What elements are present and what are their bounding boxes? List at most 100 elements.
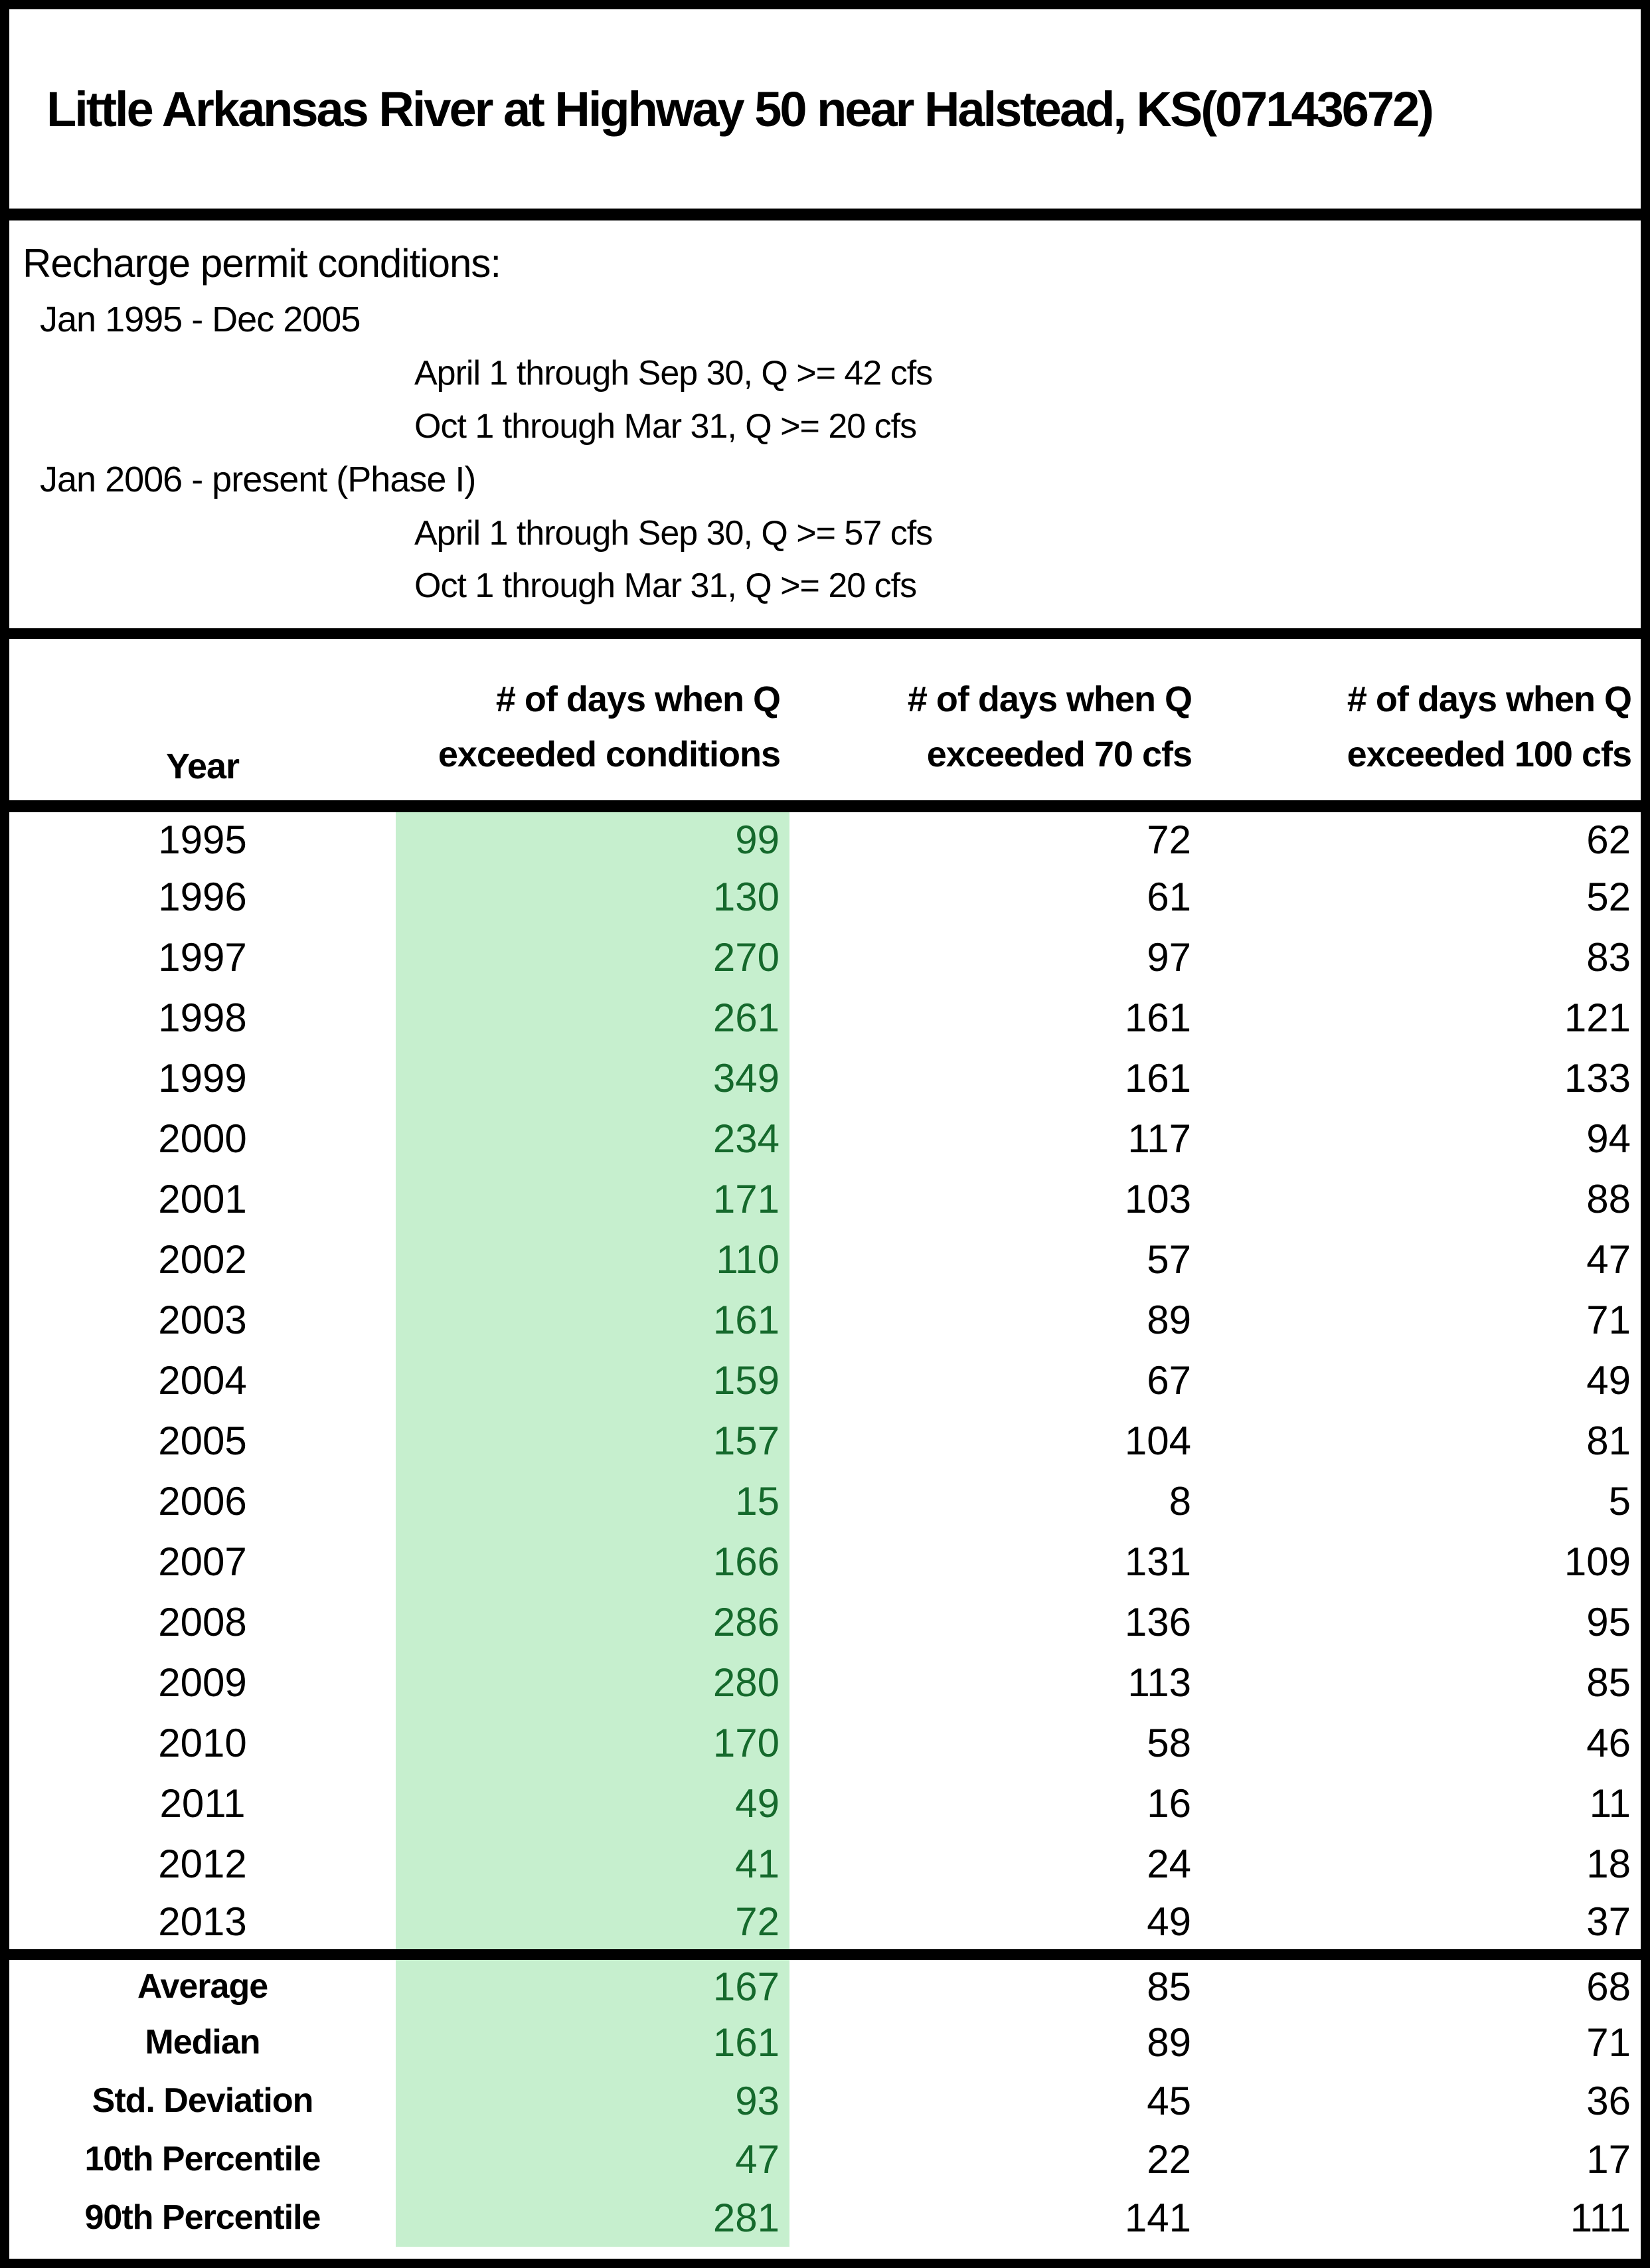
year-cell: 2006 xyxy=(158,1479,247,1524)
days-exceeded-100cfs-cell: 83 xyxy=(1586,935,1631,980)
summary-row: Std. Deviation 93 45 36 xyxy=(9,2071,1641,2130)
days-exceeded-100cfs-cell: 46 xyxy=(1586,1721,1631,1765)
days-exceeded-conditions-cell: 41 xyxy=(396,1834,789,1894)
days-exceeded-conditions-cell: 47 xyxy=(396,2130,789,2188)
year-cell: 2007 xyxy=(158,1539,247,1584)
days-exceeded-100cfs-cell: 111 xyxy=(1570,2195,1631,2240)
days-exceeded-100cfs-cell: 17 xyxy=(1586,2137,1631,2182)
summary-label-cell: 90th Percentile xyxy=(84,2198,321,2237)
summary-label-cell: Std. Deviation xyxy=(92,2081,314,2120)
days-exceeded-100cfs-cell: 133 xyxy=(1564,1056,1631,1100)
days-exceeded-70cfs-cell: 72 xyxy=(1147,817,1191,862)
days-exceeded-100cfs-cell: 71 xyxy=(1586,2020,1631,2065)
days-exceeded-70cfs-cell: 161 xyxy=(1124,996,1191,1040)
days-exceeded-70cfs-cell: 141 xyxy=(1124,2195,1191,2240)
days-exceeded-70cfs-cell: 113 xyxy=(1127,1660,1191,1705)
days-exceeded-100cfs-cell: 121 xyxy=(1564,996,1631,1040)
table-row: 2003 161 89 71 xyxy=(9,1290,1641,1350)
year-cell: 1995 xyxy=(158,817,247,862)
permit-period-label: Jan 2006 - present (Phase I) xyxy=(40,460,476,500)
days-exceeded-70cfs-cell: 97 xyxy=(1147,935,1191,980)
permit-conditions-section: Recharge permit conditions: Jan 1995 - D… xyxy=(9,220,1641,639)
table-row: 1995 99 72 62 xyxy=(9,806,1641,867)
permit-condition: Oct 1 through Mar 31, Q >= 20 cfs xyxy=(414,406,917,446)
days-exceeded-conditions-cell: 99 xyxy=(396,806,789,867)
table-row: 2002 110 57 47 xyxy=(9,1229,1641,1290)
table-row: 1998 261 161 121 xyxy=(9,988,1641,1048)
days-exceeded-70cfs-cell: 8 xyxy=(1169,1479,1191,1524)
days-exceeded-100cfs-cell: 81 xyxy=(1586,1419,1631,1463)
permit-heading: Recharge permit conditions: xyxy=(23,240,501,286)
year-cell: 2005 xyxy=(158,1419,247,1463)
table-row: 2007 166 131 109 xyxy=(9,1531,1641,1592)
table-row: 2008 286 136 95 xyxy=(9,1592,1641,1652)
days-exceeded-conditions-cell: 280 xyxy=(396,1652,789,1713)
days-exceeded-70cfs-cell: 85 xyxy=(1147,1964,1191,2009)
days-exceeded-70cfs-cell: 89 xyxy=(1147,2020,1191,2065)
year-cell: 1998 xyxy=(158,996,247,1040)
year-cell: 1997 xyxy=(158,935,247,980)
days-exceeded-70cfs-cell: 16 xyxy=(1147,1781,1191,1826)
title-box: Little Arkansas River at Highway 50 near… xyxy=(9,9,1641,220)
year-cell: 2012 xyxy=(158,1842,247,1886)
days-exceeded-100cfs-cell: 88 xyxy=(1586,1177,1631,1221)
days-exceeded-conditions-cell: 72 xyxy=(396,1894,789,1955)
exceeded-100cfs-column-header: # of days when Q exceeded 100 cfs xyxy=(1347,679,1632,775)
days-exceeded-conditions-cell: 261 xyxy=(396,988,789,1048)
days-exceeded-conditions-cell: 270 xyxy=(396,927,789,988)
year-cell: 1999 xyxy=(158,1056,247,1100)
table-row: 2011 49 16 11 xyxy=(9,1773,1641,1834)
table-row: 1996 130 61 52 xyxy=(9,867,1641,927)
summary-row: Average 167 85 68 xyxy=(9,1955,1641,2013)
year-cell: 2000 xyxy=(158,1116,247,1161)
days-exceeded-70cfs-cell: 136 xyxy=(1124,1600,1191,1644)
days-exceeded-70cfs-cell: 61 xyxy=(1147,875,1191,919)
summary-row: 10th Percentile 47 22 17 xyxy=(9,2130,1641,2188)
days-exceeded-70cfs-cell: 161 xyxy=(1124,1056,1191,1100)
year-cell: 1996 xyxy=(158,875,247,919)
days-exceeded-100cfs-cell: 94 xyxy=(1586,1116,1631,1161)
days-exceeded-70cfs-cell: 89 xyxy=(1147,1298,1191,1342)
days-exceeded-conditions-cell: 110 xyxy=(396,1229,789,1290)
table-row: 1997 270 97 83 xyxy=(9,927,1641,988)
days-exceeded-conditions-cell: 170 xyxy=(396,1713,789,1773)
days-exceeded-conditions-cell: 161 xyxy=(396,2013,789,2071)
days-exceeded-conditions-cell: 157 xyxy=(396,1411,789,1471)
days-exceeded-conditions-cell: 349 xyxy=(396,1048,789,1108)
days-exceeded-70cfs-cell: 57 xyxy=(1147,1237,1191,1282)
days-exceeded-70cfs-cell: 67 xyxy=(1147,1358,1191,1403)
table-row: 2000 234 117 94 xyxy=(9,1108,1641,1169)
days-exceeded-70cfs-cell: 24 xyxy=(1147,1842,1191,1886)
days-exceeded-70cfs-cell: 58 xyxy=(1147,1721,1191,1765)
permit-period-label: Jan 1995 - Dec 2005 xyxy=(40,300,361,340)
days-exceeded-100cfs-cell: 36 xyxy=(1586,2078,1631,2123)
year-column-header: Year xyxy=(165,746,240,787)
days-exceeded-conditions-cell: 130 xyxy=(396,867,789,927)
year-cell: 2008 xyxy=(158,1600,247,1644)
days-exceeded-70cfs-cell: 49 xyxy=(1147,1899,1191,1944)
page-title: Little Arkansas River at Highway 50 near… xyxy=(46,81,1434,137)
table-row: 2012 41 24 18 xyxy=(9,1834,1641,1894)
header-row: Year # of days when Q exceeded condition… xyxy=(9,639,1641,806)
days-exceeded-conditions-cell: 159 xyxy=(396,1350,789,1411)
days-exceeded-100cfs-cell: 62 xyxy=(1586,817,1631,862)
days-exceeded-70cfs-cell: 22 xyxy=(1147,2137,1191,2182)
table-row: 2013 72 49 37 xyxy=(9,1894,1641,1955)
year-cell: 2013 xyxy=(158,1899,247,1944)
summary-label-cell: Average xyxy=(137,1967,268,2006)
summary-row: Median 161 89 71 xyxy=(9,2013,1641,2071)
days-exceeded-conditions-cell: 234 xyxy=(396,1108,789,1169)
days-exceeded-100cfs-cell: 71 xyxy=(1586,1298,1631,1342)
exceeded-conditions-column-header: # of days when Q exceeded conditions xyxy=(438,679,781,775)
permit-condition: April 1 through Sep 30, Q >= 57 cfs xyxy=(414,513,933,553)
summary-rows: Average 167 85 68 Median 161 89 71 Std. Deviatio… xyxy=(9,1955,1641,2247)
days-exceeded-100cfs-cell: 68 xyxy=(1586,1964,1631,2009)
days-exceeded-conditions-cell: 15 xyxy=(396,1471,789,1531)
days-exceeded-100cfs-cell: 5 xyxy=(1608,1479,1631,1524)
days-exceeded-100cfs-cell: 85 xyxy=(1586,1660,1631,1705)
table-row: 2006 15 8 5 xyxy=(9,1471,1641,1531)
exceeded-70cfs-column-header: # of days when Q exceeded 70 cfs xyxy=(907,679,1193,775)
table-row: 2001 171 103 88 xyxy=(9,1169,1641,1229)
table-row: 2004 159 67 49 xyxy=(9,1350,1641,1411)
